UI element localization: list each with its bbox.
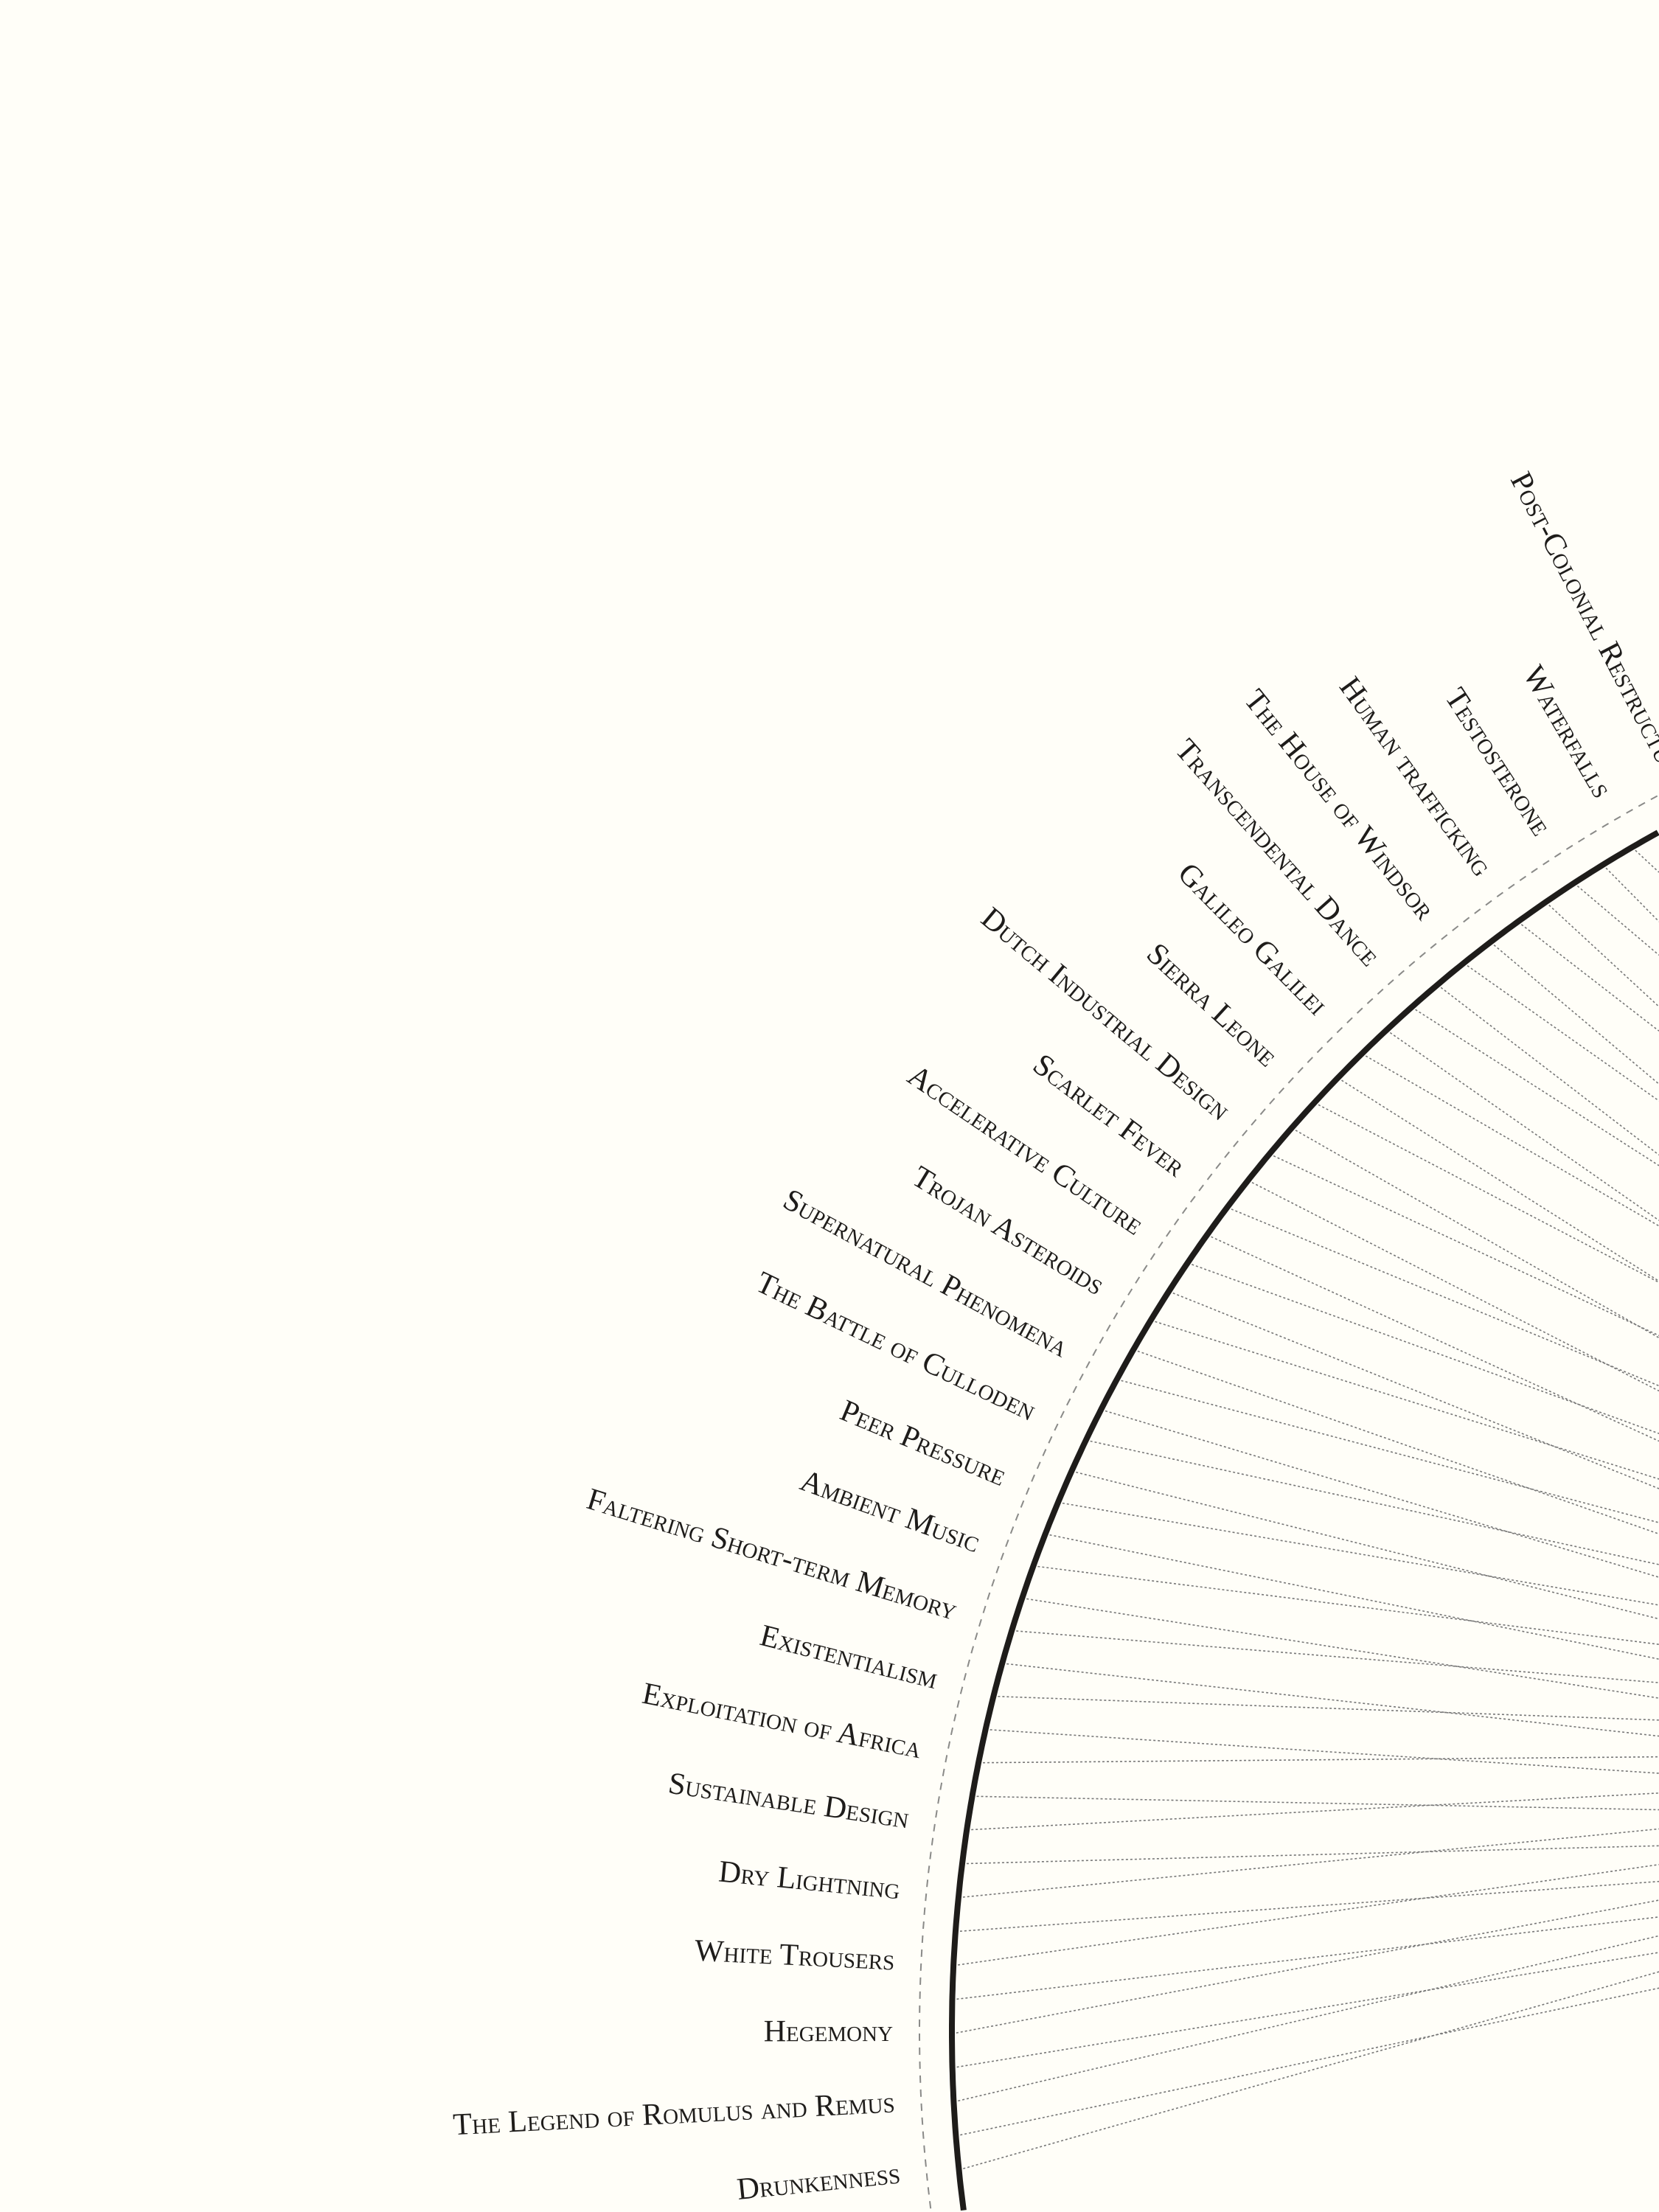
chord-line	[1631, 846, 1659, 873]
chord-line	[1545, 901, 1659, 1007]
chord-line	[985, 1728, 1659, 1774]
chord-line	[959, 1971, 1659, 2171]
chord-line	[961, 1845, 1659, 1865]
chord-line	[978, 1756, 1659, 1764]
chord-line	[1116, 1379, 1659, 1523]
chord-line	[953, 1935, 1659, 2103]
chord-line	[1033, 1565, 1659, 1645]
chord-line	[993, 1695, 1659, 1721]
chord-line	[956, 1987, 1659, 2137]
chord-line	[1150, 1319, 1659, 1480]
main-ring	[949, 830, 1659, 2211]
chord-line	[1012, 1630, 1659, 1683]
chord-line	[1227, 1206, 1659, 1387]
chord-line	[972, 1795, 1659, 1811]
chord-line	[1411, 1006, 1659, 1166]
topic-label: Hegemony	[764, 2014, 893, 2048]
chord-line	[1517, 921, 1659, 1032]
chord-line	[1071, 1470, 1659, 1620]
chord-line	[1490, 942, 1659, 1085]
dashed-guide-ring	[919, 794, 1659, 2209]
chord-line	[1187, 1262, 1659, 1434]
chord-line	[952, 1916, 1659, 2000]
chord-line	[1463, 962, 1659, 1102]
chord-line	[1602, 864, 1659, 922]
chord-lines	[951, 846, 1659, 2171]
chord-line	[967, 1792, 1659, 1831]
chord-line	[1573, 883, 1659, 956]
chord-line	[1206, 1234, 1659, 1442]
chord-line	[953, 1863, 1659, 1966]
chord-line	[1338, 1077, 1659, 1282]
chord-line	[1269, 1153, 1659, 1337]
chord-line	[1248, 1180, 1659, 1392]
chord-line	[951, 1899, 1659, 2035]
chord-line	[1314, 1102, 1659, 1283]
chord-line	[1002, 1663, 1659, 1737]
chord-line	[1022, 1597, 1659, 1699]
chord-line	[1085, 1439, 1659, 1565]
